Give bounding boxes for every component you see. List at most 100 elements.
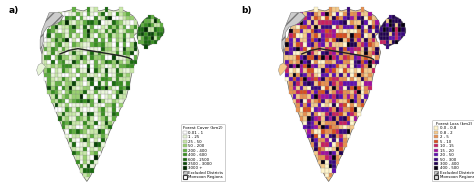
Polygon shape	[346, 25, 350, 29]
Polygon shape	[94, 7, 98, 12]
Polygon shape	[62, 94, 65, 99]
Polygon shape	[303, 25, 307, 29]
Polygon shape	[307, 86, 310, 90]
Polygon shape	[145, 23, 147, 27]
Polygon shape	[314, 94, 318, 99]
Polygon shape	[76, 73, 80, 77]
Polygon shape	[328, 33, 332, 38]
Polygon shape	[69, 38, 73, 42]
Polygon shape	[109, 20, 112, 25]
Polygon shape	[127, 81, 130, 86]
Polygon shape	[145, 40, 147, 44]
Polygon shape	[87, 173, 91, 177]
Polygon shape	[76, 25, 80, 29]
Polygon shape	[94, 51, 98, 55]
Polygon shape	[69, 90, 73, 94]
Polygon shape	[307, 51, 310, 55]
Polygon shape	[87, 116, 91, 120]
Polygon shape	[123, 64, 127, 68]
Polygon shape	[83, 94, 87, 99]
Polygon shape	[289, 73, 292, 77]
Polygon shape	[354, 81, 357, 86]
Polygon shape	[127, 16, 130, 20]
Polygon shape	[389, 40, 392, 44]
Polygon shape	[83, 155, 87, 160]
Polygon shape	[65, 112, 69, 116]
Polygon shape	[98, 94, 101, 99]
Polygon shape	[380, 32, 383, 36]
Polygon shape	[314, 99, 318, 103]
Polygon shape	[83, 108, 87, 112]
Polygon shape	[47, 86, 51, 90]
Polygon shape	[321, 33, 325, 38]
Polygon shape	[325, 160, 328, 164]
Polygon shape	[83, 33, 87, 38]
Polygon shape	[292, 33, 296, 38]
Polygon shape	[336, 12, 339, 16]
Polygon shape	[325, 68, 328, 73]
Polygon shape	[314, 103, 318, 108]
Polygon shape	[289, 29, 292, 33]
Polygon shape	[310, 25, 314, 29]
Polygon shape	[303, 86, 307, 90]
Polygon shape	[98, 99, 101, 103]
Polygon shape	[343, 112, 346, 116]
Polygon shape	[332, 7, 336, 12]
Polygon shape	[138, 32, 141, 36]
Polygon shape	[91, 99, 94, 103]
Polygon shape	[296, 29, 300, 33]
Polygon shape	[105, 116, 109, 120]
Polygon shape	[134, 47, 137, 51]
Polygon shape	[83, 125, 87, 129]
Polygon shape	[62, 12, 65, 16]
Polygon shape	[296, 86, 300, 90]
Polygon shape	[346, 94, 350, 99]
Polygon shape	[47, 38, 51, 42]
Polygon shape	[51, 38, 55, 42]
Polygon shape	[101, 64, 105, 68]
Polygon shape	[109, 125, 112, 129]
Polygon shape	[332, 134, 336, 138]
Polygon shape	[318, 125, 321, 129]
Polygon shape	[101, 138, 105, 142]
Polygon shape	[372, 60, 375, 64]
Polygon shape	[62, 38, 65, 42]
Polygon shape	[80, 33, 83, 38]
Polygon shape	[127, 29, 130, 33]
Polygon shape	[365, 60, 368, 64]
Polygon shape	[62, 120, 65, 125]
Polygon shape	[310, 108, 314, 112]
Polygon shape	[87, 38, 91, 42]
Polygon shape	[65, 68, 69, 73]
Polygon shape	[296, 68, 300, 73]
Polygon shape	[386, 36, 389, 40]
Polygon shape	[51, 68, 55, 73]
Polygon shape	[87, 12, 91, 16]
Polygon shape	[116, 25, 119, 29]
Polygon shape	[328, 94, 332, 99]
Polygon shape	[325, 77, 328, 81]
Polygon shape	[310, 142, 314, 147]
Polygon shape	[65, 81, 69, 86]
Polygon shape	[123, 55, 127, 60]
Polygon shape	[55, 64, 58, 68]
Polygon shape	[98, 29, 101, 33]
Polygon shape	[307, 20, 310, 25]
Polygon shape	[123, 25, 127, 29]
Polygon shape	[87, 129, 91, 134]
Polygon shape	[83, 112, 87, 116]
Polygon shape	[300, 55, 303, 60]
Polygon shape	[101, 55, 105, 60]
Polygon shape	[109, 38, 112, 42]
Polygon shape	[76, 51, 80, 55]
Polygon shape	[58, 38, 62, 42]
Polygon shape	[300, 86, 303, 90]
Polygon shape	[91, 51, 94, 55]
Polygon shape	[91, 129, 94, 134]
Polygon shape	[69, 81, 73, 86]
Polygon shape	[145, 36, 147, 40]
Polygon shape	[98, 108, 101, 112]
Polygon shape	[101, 60, 105, 64]
Polygon shape	[58, 77, 62, 81]
Polygon shape	[123, 60, 127, 64]
